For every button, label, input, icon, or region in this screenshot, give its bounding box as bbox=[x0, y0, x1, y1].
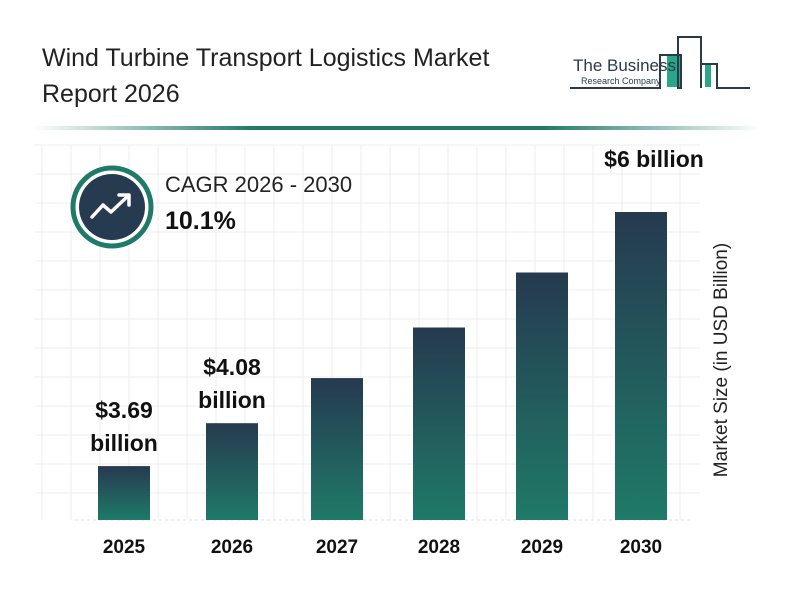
data-label: billion bbox=[90, 430, 158, 456]
header-divider bbox=[35, 126, 760, 130]
x-tick-label: 2028 bbox=[418, 537, 460, 558]
data-label: $6 billion bbox=[604, 146, 704, 172]
cagr-value: 10.1% bbox=[165, 207, 236, 235]
data-label: $4.08 bbox=[203, 354, 261, 380]
y-axis-label: Market Size (in USD Billion) bbox=[711, 242, 732, 478]
logo-buildings-icon bbox=[570, 36, 750, 89]
x-tick-label: 2027 bbox=[316, 537, 358, 558]
x-tick-label: 2030 bbox=[620, 537, 662, 558]
company-logo: The Business Research Company bbox=[570, 34, 755, 94]
data-label: billion bbox=[198, 387, 266, 413]
trending-up-icon bbox=[70, 165, 154, 249]
title-line-1: Wind Turbine Transport Logistics Market bbox=[42, 44, 490, 72]
chart-title: Wind Turbine Transport Logistics Market … bbox=[42, 40, 489, 112]
x-tick-label: 2025 bbox=[103, 537, 146, 558]
x-tick-label: 2026 bbox=[211, 537, 253, 558]
bar-2028 bbox=[413, 327, 465, 520]
cagr-label: CAGR 2026 - 2030 bbox=[165, 172, 353, 197]
bar-2030 bbox=[615, 212, 667, 520]
logo-subtext: Research Company bbox=[581, 76, 661, 86]
bar-2029 bbox=[516, 272, 568, 520]
bar-2025 bbox=[98, 466, 150, 520]
bar-2027 bbox=[311, 378, 363, 520]
logo-text: The Business bbox=[573, 56, 676, 75]
data-label: $3.69 bbox=[95, 397, 153, 423]
x-tick-label: 2029 bbox=[521, 537, 563, 558]
title-line-2: Report 2026 bbox=[42, 80, 180, 108]
bar-2026 bbox=[206, 423, 258, 520]
